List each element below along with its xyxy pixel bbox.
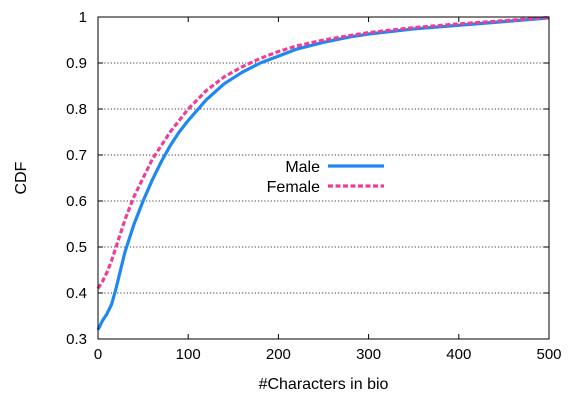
y-tick-labels: 0.3 0.4 0.5 0.6 0.7 0.8 0.9 1 xyxy=(66,9,87,348)
y-tick-label: 0.6 xyxy=(66,193,87,210)
y-tick-label: 0.9 xyxy=(66,55,87,72)
legend: Male Female xyxy=(267,159,384,196)
y-tick-label: 0.5 xyxy=(66,239,87,256)
y-tick-label: 0.7 xyxy=(66,147,87,164)
x-tick-label: 500 xyxy=(536,346,561,363)
y-tick-label: 0.8 xyxy=(66,101,87,118)
x-axis-title: #Characters in bio xyxy=(259,376,389,393)
y-tick-label: 0.3 xyxy=(66,331,87,348)
x-tick-label: 200 xyxy=(266,346,291,363)
x-tick-label: 100 xyxy=(176,346,201,363)
legend-label-male: Male xyxy=(285,159,320,176)
grid-lines xyxy=(98,62,549,294)
x-tick-label: 0 xyxy=(94,346,102,363)
x-tick-label: 300 xyxy=(356,346,381,363)
series-line-male xyxy=(96,16,550,331)
legend-label-female: Female xyxy=(267,179,320,196)
plot-frame xyxy=(97,16,550,340)
y-tick-label: 0.4 xyxy=(66,285,87,302)
x-tick-label: 400 xyxy=(446,346,471,363)
y-tick-label: 1 xyxy=(79,9,87,26)
x-tick-labels: 0 100 200 300 400 500 xyxy=(94,346,562,363)
y-axis-title: CDF xyxy=(13,161,30,194)
axis-ticks xyxy=(97,16,550,340)
series-lines xyxy=(96,15,550,331)
